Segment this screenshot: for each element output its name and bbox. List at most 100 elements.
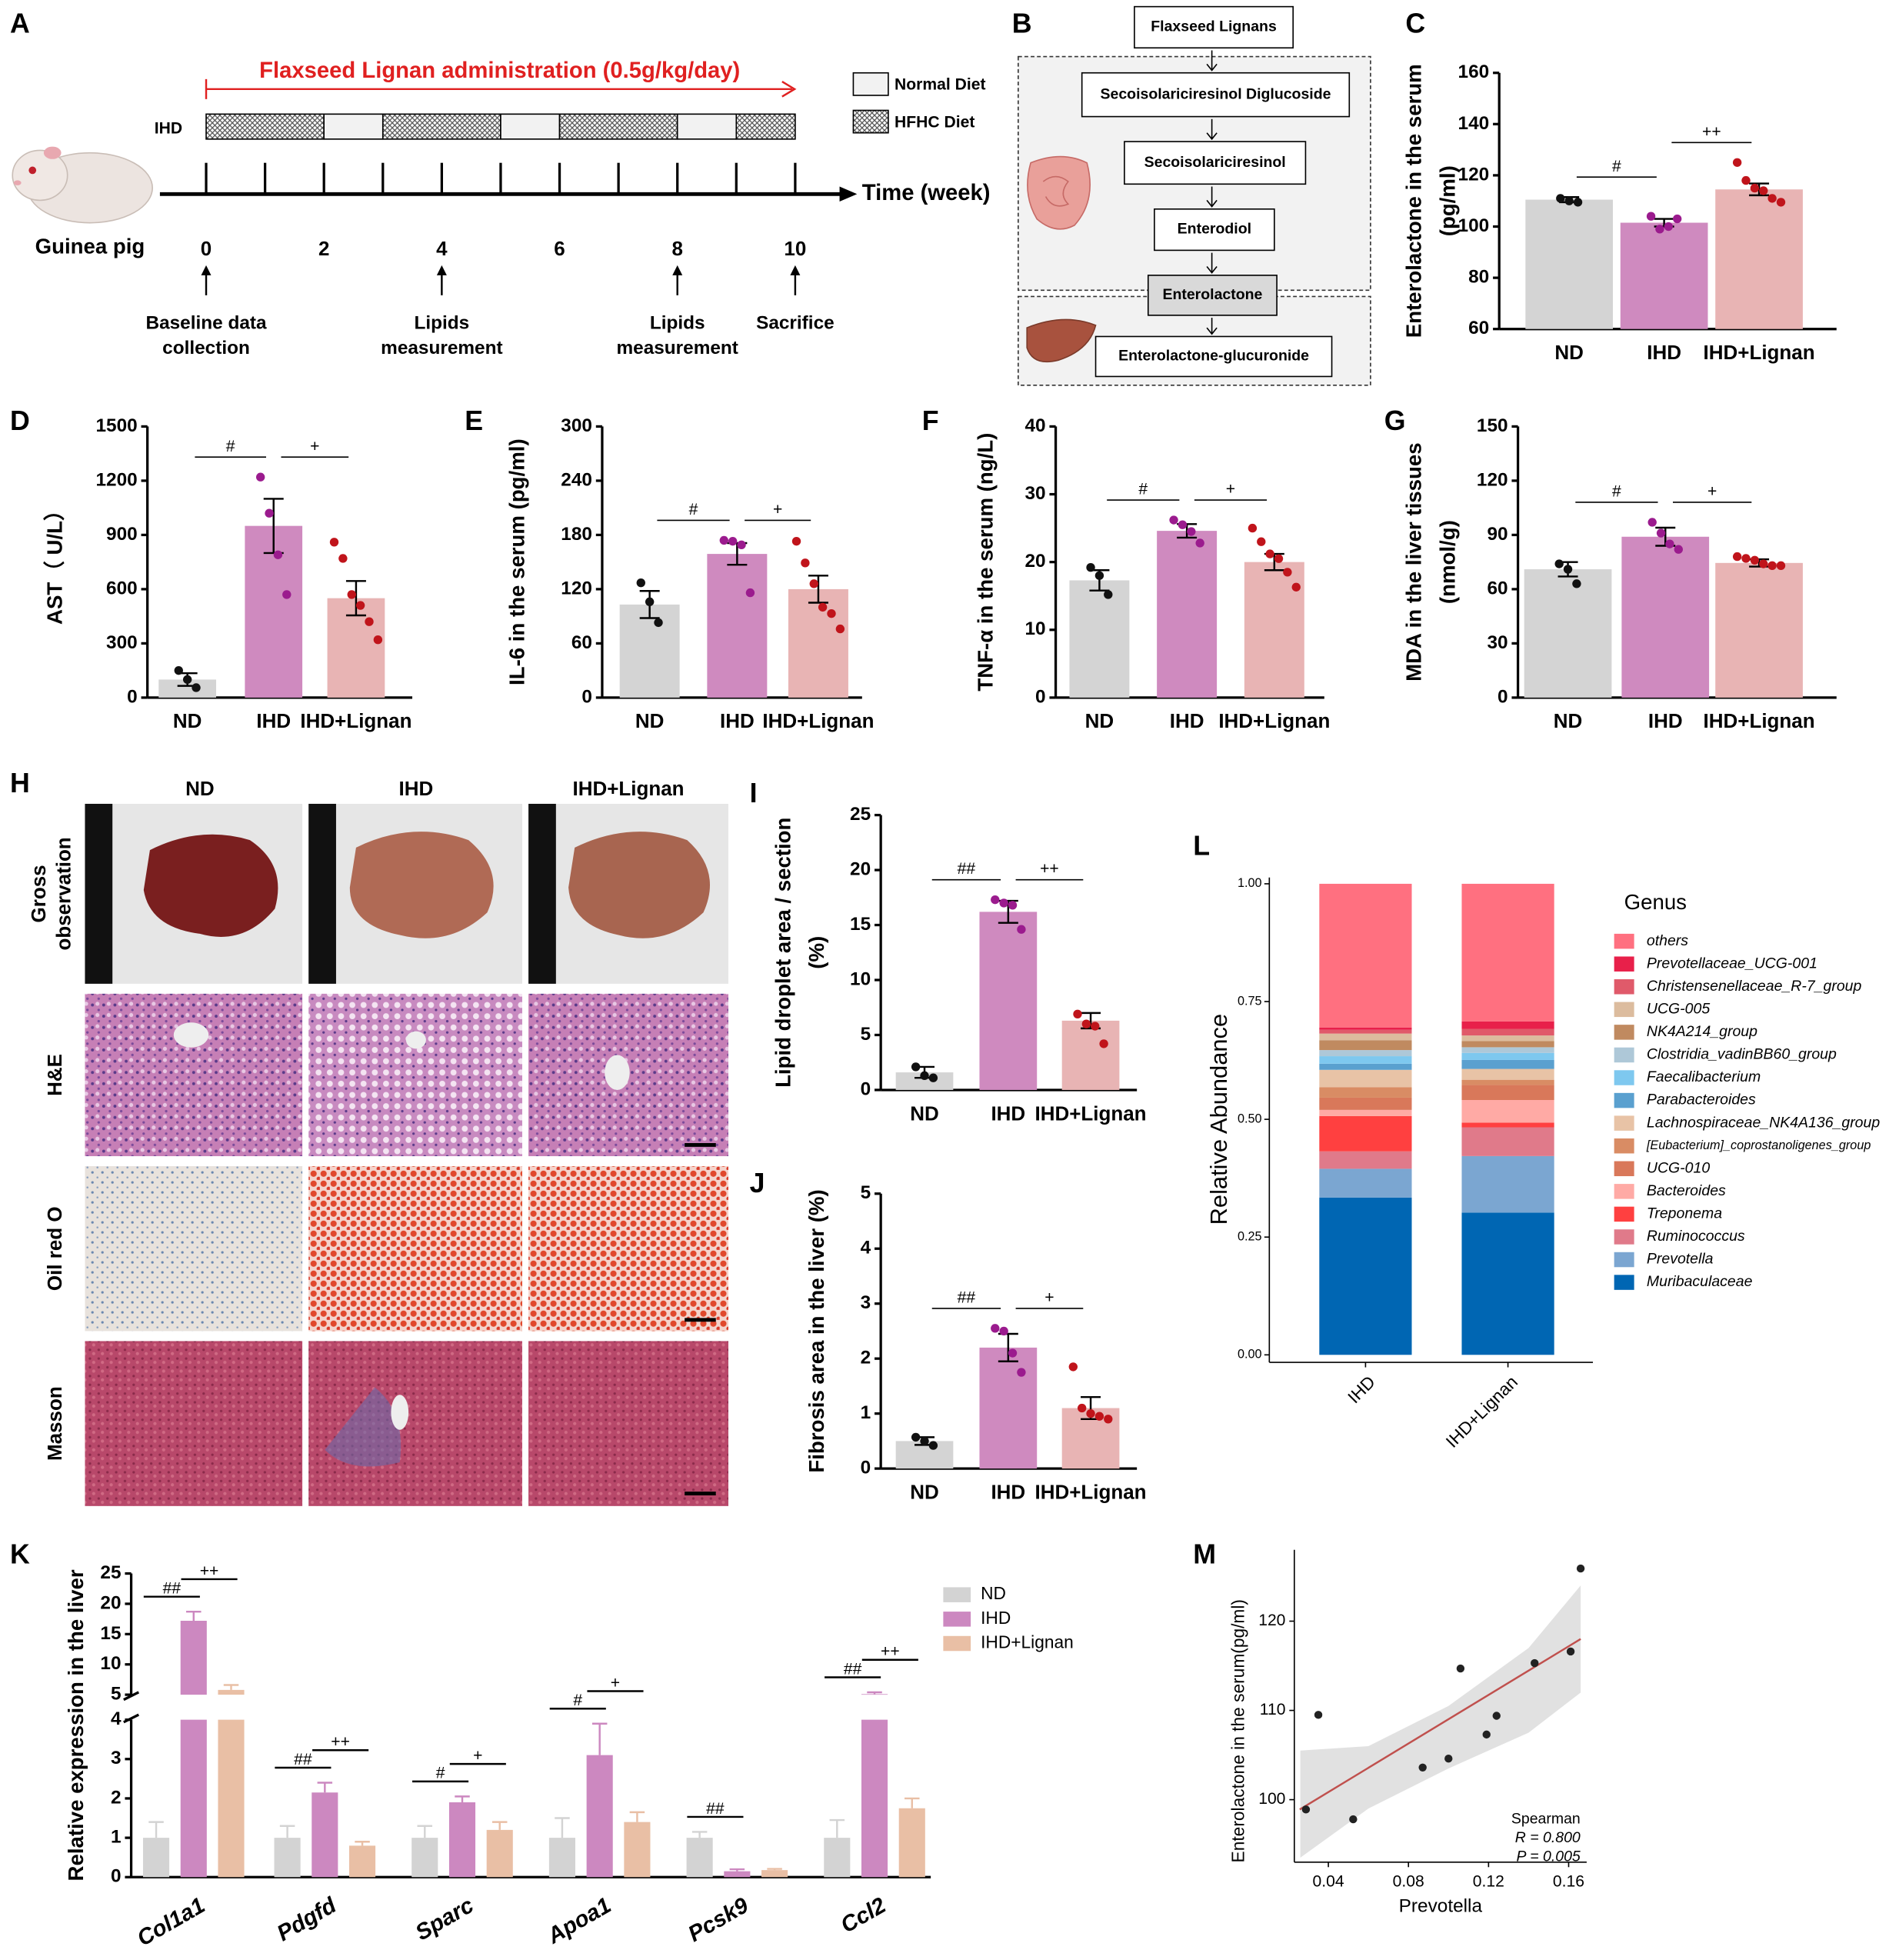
panel-label: I [750, 778, 758, 808]
error-bar [767, 1868, 782, 1871]
pathway-node [1147, 275, 1278, 316]
y-tick-label: 20 [100, 1592, 121, 1613]
data-point [1187, 527, 1196, 536]
y-tick-label: 0.25 [1238, 1230, 1262, 1244]
legend-swatch [1614, 1070, 1634, 1085]
data-point [1091, 1022, 1100, 1031]
legend-swatch [852, 109, 889, 134]
x-tick-label: IHD+Lignan [1441, 1372, 1521, 1452]
data-point [1741, 175, 1751, 185]
data-point [282, 590, 292, 599]
bar [619, 604, 680, 698]
data-point [1248, 523, 1258, 533]
legend-swatch [1614, 1092, 1634, 1108]
data-point [1564, 196, 1574, 205]
y-axis-label: (pg/ml) [1436, 165, 1460, 236]
error-bar [591, 1722, 608, 1755]
y-axis-label: TNF-α in the serum (ng/L) [974, 433, 998, 692]
x-tick-label: IHD [720, 709, 755, 732]
bar [486, 1829, 513, 1878]
x-tick-label: IHD [1648, 709, 1683, 732]
panel-label: J [750, 1168, 765, 1198]
error-bar [417, 1825, 433, 1838]
data-point [1086, 1408, 1095, 1418]
significance-label: # [226, 438, 235, 455]
bar [1069, 580, 1130, 698]
bar-segment [1319, 1097, 1412, 1110]
pathway-label: Flaxseed Lignans [1151, 18, 1277, 35]
x-tick-label: 0.12 [1473, 1872, 1504, 1890]
y-tick-label: 3 [111, 1748, 122, 1768]
pathway: Flaxseed Lignans Secoisolariciresinol Dig… [1081, 5, 1351, 378]
y-tick-label: 0 [111, 1866, 122, 1887]
data-point [1086, 563, 1095, 572]
significance-label: # [436, 1765, 445, 1782]
pathway-node [1081, 72, 1351, 118]
y-axis-label: Enterolactone in the serum [1402, 64, 1426, 338]
time-tick-label: 4 [436, 237, 448, 260]
data-point [1456, 1664, 1465, 1673]
data-point [1104, 590, 1113, 599]
data-point [719, 535, 728, 545]
annotation: Spearman [1511, 1811, 1581, 1828]
data-point [1732, 552, 1742, 562]
data-point [1482, 1730, 1491, 1739]
bar [898, 1808, 925, 1878]
x-tick-label: Sparc [411, 1893, 478, 1945]
diet-segment [558, 113, 678, 140]
data-point [991, 895, 1000, 905]
data-point [928, 1073, 938, 1082]
bar-segment [1461, 1035, 1554, 1042]
y-tick-label: 0 [581, 686, 592, 707]
y-tick-label: 4 [111, 1708, 122, 1729]
y-axis-label: Enterolactone in the serum(pg/ml) [1228, 1599, 1248, 1862]
bar-segment [1319, 1109, 1412, 1116]
bar-segment [1461, 1155, 1554, 1213]
data-point [1655, 225, 1664, 234]
data-point [1178, 520, 1188, 529]
y-tick-label: 1500 [95, 415, 137, 436]
intestine-icon [1027, 155, 1091, 230]
legend-swatch [1614, 1115, 1634, 1131]
legend-swatch [943, 1587, 971, 1602]
data-point [1314, 1711, 1323, 1719]
x-tick-label: Ccl2 [837, 1893, 890, 1938]
pathway-arrow-head [1206, 63, 1218, 72]
y-tick-label: 3 [861, 1292, 871, 1313]
y-tick-label: 80 [1468, 267, 1489, 288]
significance-label: + [1044, 1288, 1054, 1306]
time-tick-label: 0 [201, 237, 212, 260]
bar-segment [1319, 1197, 1412, 1355]
legend-swatch [852, 72, 889, 96]
y-axis-label: (%) [805, 936, 828, 969]
bar [158, 679, 217, 698]
y-tick-label: 30 [1024, 483, 1045, 504]
data-point [1664, 222, 1673, 232]
data-point [1646, 212, 1656, 221]
data-point [920, 1436, 929, 1446]
pathway-node [1154, 208, 1275, 252]
error-bar [148, 1821, 164, 1838]
data-point [1283, 568, 1292, 577]
bar-segment [1319, 1027, 1412, 1030]
data-point [1759, 559, 1768, 568]
data-point [1741, 554, 1751, 563]
bar-segment [1461, 1122, 1554, 1128]
error-bar [629, 1811, 645, 1822]
legend-swatch [1614, 1275, 1634, 1290]
bar-segment [1461, 1079, 1554, 1085]
data-point [737, 540, 746, 550]
error-bar [317, 1782, 333, 1793]
bar-segment [1461, 1212, 1554, 1355]
y-axis-label: Relative expression in the liver [64, 1569, 88, 1881]
significance-label: ## [958, 860, 976, 878]
legend-label: Christensenellaceae_R-7_group [1647, 978, 1862, 995]
x-tick-label: Pcsk9 [685, 1893, 754, 1947]
y-tick-label: 2 [861, 1348, 871, 1368]
bar [142, 1838, 170, 1878]
data-point [1563, 565, 1573, 574]
error-bar [1749, 182, 1770, 197]
legend-swatch [1614, 933, 1634, 949]
y-axis-label: AST（ U/L） [42, 499, 66, 625]
row-label: observation [52, 837, 75, 950]
